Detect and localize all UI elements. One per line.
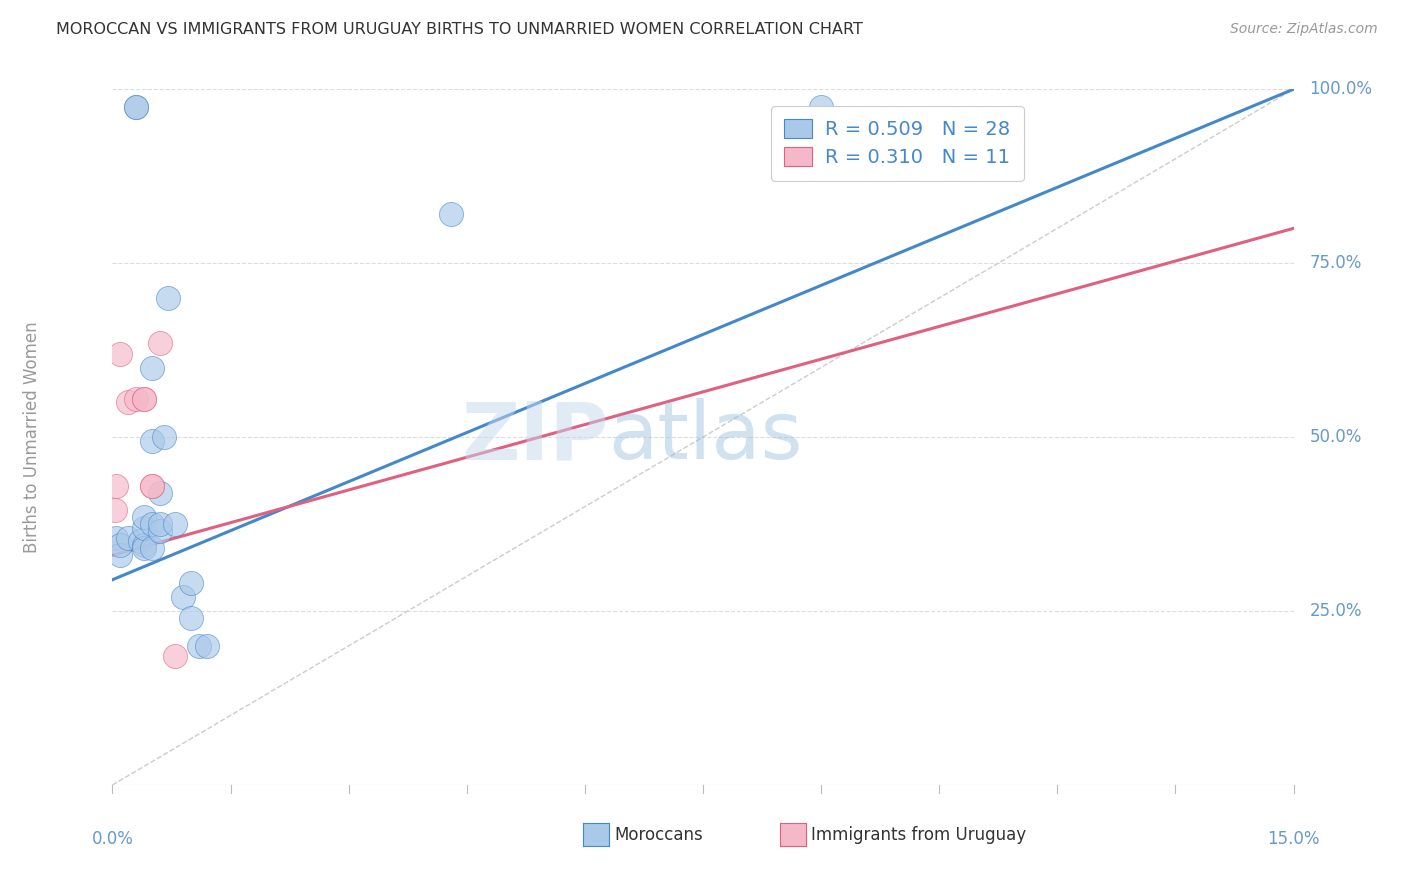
Point	[180, 611, 202, 625]
Point	[117, 395, 139, 409]
Text: 0.0%: 0.0%	[91, 830, 134, 848]
Point	[149, 524, 172, 538]
Text: 15.0%: 15.0%	[1267, 830, 1320, 848]
Point	[105, 531, 128, 545]
Point	[165, 649, 187, 664]
Text: 50.0%: 50.0%	[1309, 428, 1361, 446]
Point	[165, 516, 187, 531]
Point	[141, 541, 163, 556]
Point	[132, 510, 155, 524]
Point	[125, 392, 148, 406]
Point	[110, 346, 132, 360]
Point	[149, 516, 172, 531]
Point	[129, 534, 152, 549]
Text: ZIP: ZIP	[461, 398, 609, 476]
Point	[188, 639, 211, 653]
Point	[125, 99, 148, 113]
Point	[149, 485, 172, 500]
Point	[110, 538, 132, 552]
Point	[117, 531, 139, 545]
Point	[132, 538, 155, 552]
Point	[105, 479, 128, 493]
Point	[104, 503, 127, 517]
Point	[132, 520, 155, 534]
Point	[180, 576, 202, 591]
Point	[195, 639, 218, 653]
Point	[152, 430, 174, 444]
Text: Births to Unmarried Women: Births to Unmarried Women	[22, 321, 41, 553]
Point	[172, 590, 194, 604]
Text: 100.0%: 100.0%	[1309, 80, 1372, 98]
Text: Source: ZipAtlas.com: Source: ZipAtlas.com	[1230, 22, 1378, 37]
Point	[141, 434, 163, 448]
Point	[125, 99, 148, 113]
Text: 25.0%: 25.0%	[1309, 602, 1362, 620]
Point	[810, 99, 832, 113]
Text: 75.0%: 75.0%	[1309, 254, 1361, 272]
Point	[110, 549, 132, 563]
Point	[132, 541, 155, 556]
Point	[141, 479, 163, 493]
Text: Moroccans: Moroccans	[614, 826, 703, 844]
Point	[132, 392, 155, 406]
Point	[141, 360, 163, 375]
Point	[149, 336, 172, 351]
Text: atlas: atlas	[609, 398, 803, 476]
Point	[440, 207, 463, 221]
Legend: R = 0.509   N = 28, R = 0.310   N = 11: R = 0.509 N = 28, R = 0.310 N = 11	[770, 106, 1024, 181]
Point	[141, 479, 163, 493]
Point	[141, 516, 163, 531]
Point	[156, 291, 179, 305]
Text: Immigrants from Uruguay: Immigrants from Uruguay	[811, 826, 1026, 844]
Text: MOROCCAN VS IMMIGRANTS FROM URUGUAY BIRTHS TO UNMARRIED WOMEN CORRELATION CHART: MOROCCAN VS IMMIGRANTS FROM URUGUAY BIRT…	[56, 22, 863, 37]
Point	[132, 392, 155, 406]
